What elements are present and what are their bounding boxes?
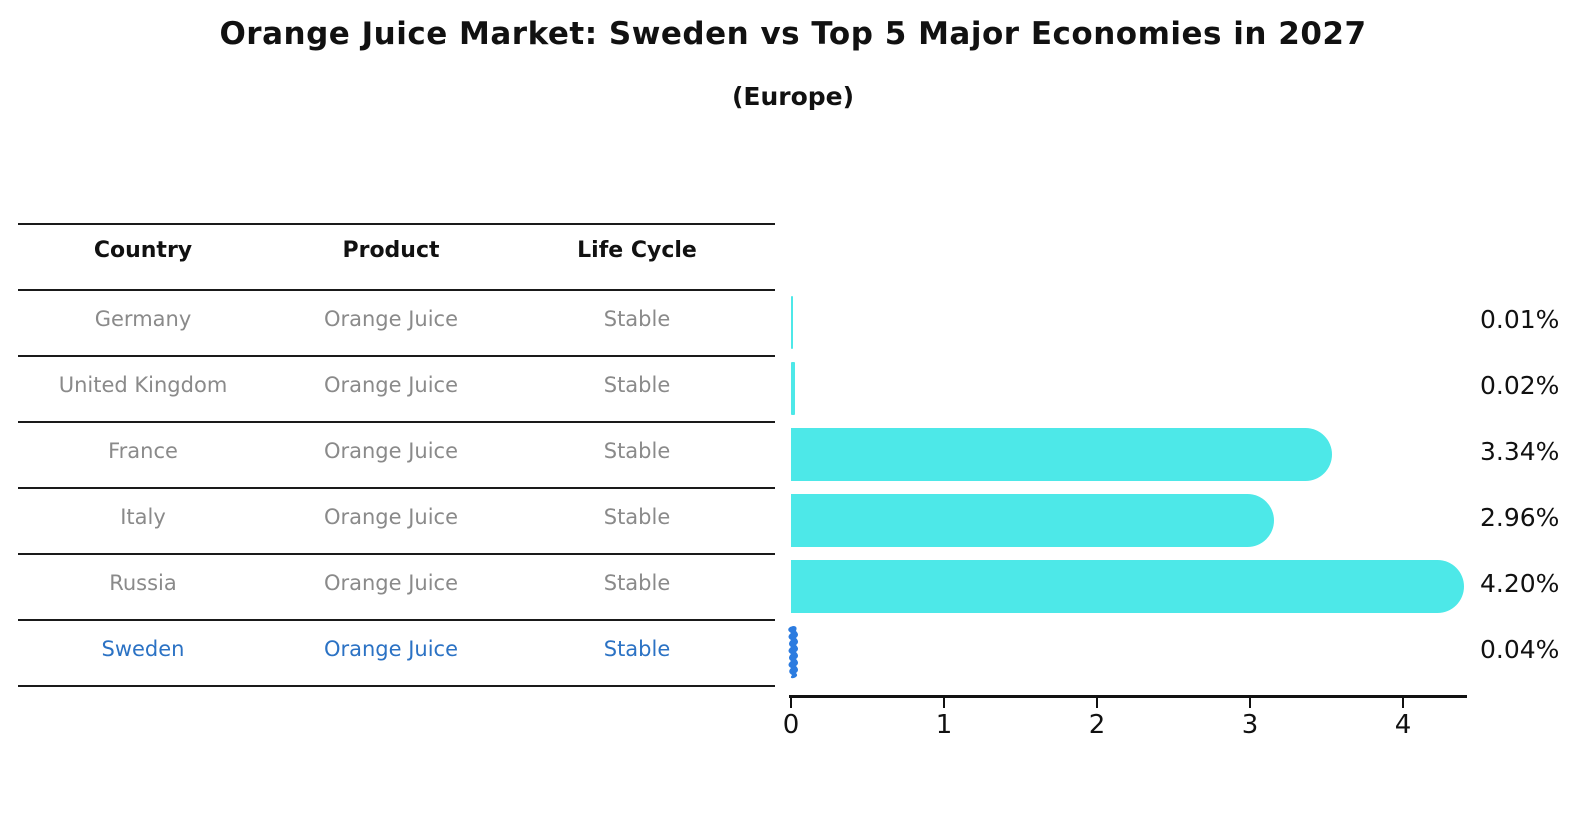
table-header-country: Country: [93, 238, 193, 263]
bar-sweden: [784, 624, 801, 685]
table-cell-product-united-kingdom: Orange Juice: [323, 373, 459, 397]
table-cell-country-italy: Italy: [120, 505, 166, 529]
table-cell-life_cycle-france: Stable: [603, 439, 671, 463]
x-tick-label-1: 1: [935, 710, 953, 740]
bar-italy: [791, 493, 1274, 547]
table-cell-country-germany: Germany: [94, 307, 192, 331]
bar-russia: [791, 559, 1464, 613]
table-rule-7: [18, 685, 775, 687]
table-rule-1: [18, 289, 775, 291]
table-cell-product-italy: Orange Juice: [323, 505, 459, 529]
value-label-united-kingdom: 0.02%: [1480, 371, 1560, 400]
table-cell-product-france: Orange Juice: [323, 439, 459, 463]
x-tick-label-3: 3: [1241, 710, 1259, 740]
sweden-jagged-bar-icon: [788, 626, 798, 679]
x-tick-mark-4: [1402, 697, 1404, 708]
table-cell-product-sweden: Orange Juice: [323, 637, 459, 661]
table-cell-life_cycle-italy: Stable: [603, 505, 671, 529]
value-label-sweden: 0.04%: [1480, 635, 1560, 664]
table-rule-2: [18, 355, 775, 357]
page-title: Orange Juice Market: Sweden vs Top 5 Maj…: [219, 16, 1367, 52]
table-cell-life_cycle-sweden: Stable: [603, 637, 671, 661]
chart-subtitle: (Europe): [731, 82, 855, 111]
table-cell-country-united-kingdom: United Kingdom: [58, 373, 228, 397]
value-label-russia: 4.20%: [1480, 569, 1560, 598]
table-header-life-cycle: Life Cycle: [577, 238, 697, 263]
x-tick-label-0: 0: [782, 710, 800, 740]
table-cell-life_cycle-russia: Stable: [603, 571, 671, 595]
table-cell-country-sweden: Sweden: [101, 637, 185, 661]
bar-germany: [791, 295, 794, 349]
table-rule-5: [18, 553, 775, 555]
table-cell-country-russia: Russia: [109, 571, 177, 595]
x-tick-mark-0: [790, 697, 792, 708]
table-rule-4: [18, 487, 775, 489]
table-cell-product-russia: Orange Juice: [323, 571, 459, 595]
x-tick-mark-3: [1249, 697, 1251, 708]
table-cell-life_cycle-united-kingdom: Stable: [603, 373, 671, 397]
table-rule-6: [18, 619, 775, 621]
table-cell-product-germany: Orange Juice: [323, 307, 459, 331]
x-tick-label-2: 2: [1088, 710, 1106, 740]
x-axis-line: [789, 695, 1467, 698]
value-label-germany: 0.01%: [1480, 305, 1560, 334]
bar-france: [791, 427, 1333, 481]
bar-united-kingdom: [791, 361, 795, 415]
table-cell-life_cycle-germany: Stable: [603, 307, 671, 331]
value-label-france: 3.34%: [1480, 437, 1560, 466]
table-cell-country-france: France: [108, 439, 178, 463]
x-tick-label-4: 4: [1394, 710, 1412, 740]
value-label-italy: 2.96%: [1480, 503, 1560, 532]
table-rule-3: [18, 421, 775, 423]
x-tick-mark-2: [1096, 697, 1098, 708]
x-tick-mark-1: [943, 697, 945, 708]
table-header-product: Product: [342, 238, 440, 263]
table-rule-0: [18, 223, 775, 225]
